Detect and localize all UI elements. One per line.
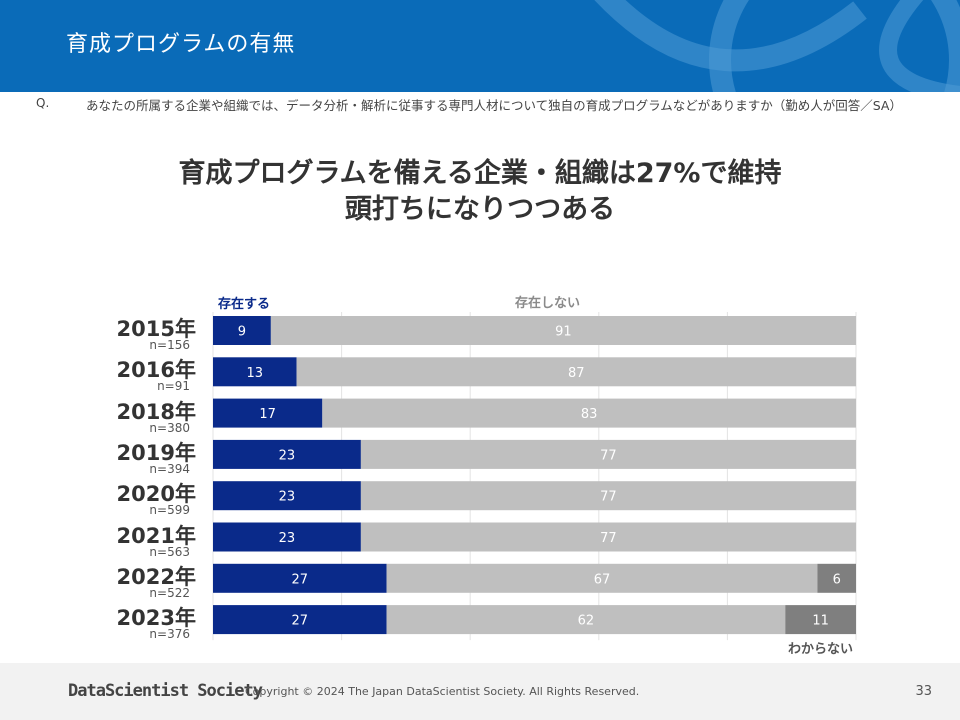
sample-size-label-1: n=91 [157, 379, 190, 394]
data-label-5-0: 23 [279, 531, 296, 546]
sample-size-label-4: n=599 [149, 503, 190, 518]
category-label-0: 2015年 [116, 317, 196, 341]
category-label-5: 2021年 [116, 523, 196, 548]
data-label-7-1: 62 [578, 614, 595, 629]
data-label-3-1: 77 [600, 448, 617, 463]
bar-5-0 [213, 522, 361, 552]
page-title: 育成プログラムの有無 [66, 32, 296, 57]
legend-exists: 存在する [218, 297, 271, 312]
data-label-4-1: 77 [600, 490, 617, 505]
question-text: あなたの所属する企業や組織では、データ分析・解析に従事する専門人材について独自の… [86, 98, 902, 113]
bar-6-1 [386, 563, 818, 593]
data-label-6-2: 6 [833, 572, 841, 587]
category-label-4: 2020年 [116, 482, 196, 507]
bar-0-1 [270, 316, 856, 345]
bar-7-0 [213, 605, 387, 635]
bar-2-0 [213, 398, 323, 428]
data-label-0-0: 9 [238, 325, 246, 340]
sample-size-label-6: n=522 [149, 585, 190, 600]
bar-3-0 [213, 439, 361, 469]
bar-3-1 [360, 439, 856, 469]
legend-unknown: わからない [788, 642, 854, 657]
bar-4-0 [213, 481, 361, 511]
bar-1-1 [296, 357, 857, 387]
data-label-2-1: 83 [581, 407, 598, 422]
data-label-1-1: 87 [568, 366, 585, 381]
stacked-bar-chart: 9 91 13 87 17 83 23 77 23 77 23 77 27 67 6 27 62 11 [212, 312, 857, 641]
data-label-2-0: 17 [259, 407, 276, 422]
category-label-7: 2023年 [116, 606, 196, 631]
page-number: 33 [915, 684, 932, 699]
legend-not-exists: 存在しない [515, 296, 581, 311]
category-label-2: 2018年 [116, 399, 196, 424]
footer-copyright: Copyright © 2024 The Japan DataScientist… [245, 685, 640, 698]
bar-5-1 [360, 522, 856, 552]
category-label-3: 2019年 [116, 440, 196, 465]
data-label-6-1: 67 [594, 572, 611, 587]
data-label-0-1: 91 [555, 325, 572, 340]
bar-6-2 [817, 563, 856, 593]
bar-1-0 [213, 357, 297, 387]
question-label: Q. [36, 96, 50, 110]
sample-size-label-3: n=394 [149, 461, 190, 476]
headline-line-2: 頭打ちになりつつある [344, 194, 616, 225]
category-label-1: 2016年 [116, 358, 196, 383]
data-label-4-0: 23 [279, 490, 296, 505]
sample-size-label-7: n=376 [149, 627, 190, 642]
sample-size-label-0: n=156 [149, 338, 190, 352]
bar-7-2 [785, 605, 856, 635]
bar-0-0 [213, 316, 271, 345]
data-label-6-0: 27 [292, 572, 309, 587]
data-label-7-0: 27 [292, 614, 309, 629]
bar-7-1 [386, 605, 786, 635]
sample-size-label-5: n=563 [149, 544, 190, 559]
bar-2-1 [322, 398, 856, 428]
footer: DataScientist Society Copyright © 2024 T… [0, 663, 960, 720]
header-bar: 育成プログラムの有無 [0, 0, 960, 92]
footer-logo: DataScientist Society [68, 681, 263, 701]
headline: 育成プログラムを備える企業・組織は27%で維持 頭打ちになりつつある [0, 156, 960, 228]
bar-6-0 [213, 563, 387, 593]
category-label-6: 2022年 [116, 564, 196, 589]
data-label-5-1: 77 [600, 531, 617, 546]
data-label-1-0: 13 [247, 366, 264, 381]
data-label-3-0: 23 [279, 448, 296, 463]
data-label-7-2: 11 [812, 614, 829, 629]
bar-4-1 [360, 481, 856, 511]
headline-line-1: 育成プログラムを備える企業・組織は27%で維持 [178, 158, 782, 189]
decorative-circle-icon [594, 0, 960, 92]
sample-size-label-2: n=380 [149, 420, 190, 435]
